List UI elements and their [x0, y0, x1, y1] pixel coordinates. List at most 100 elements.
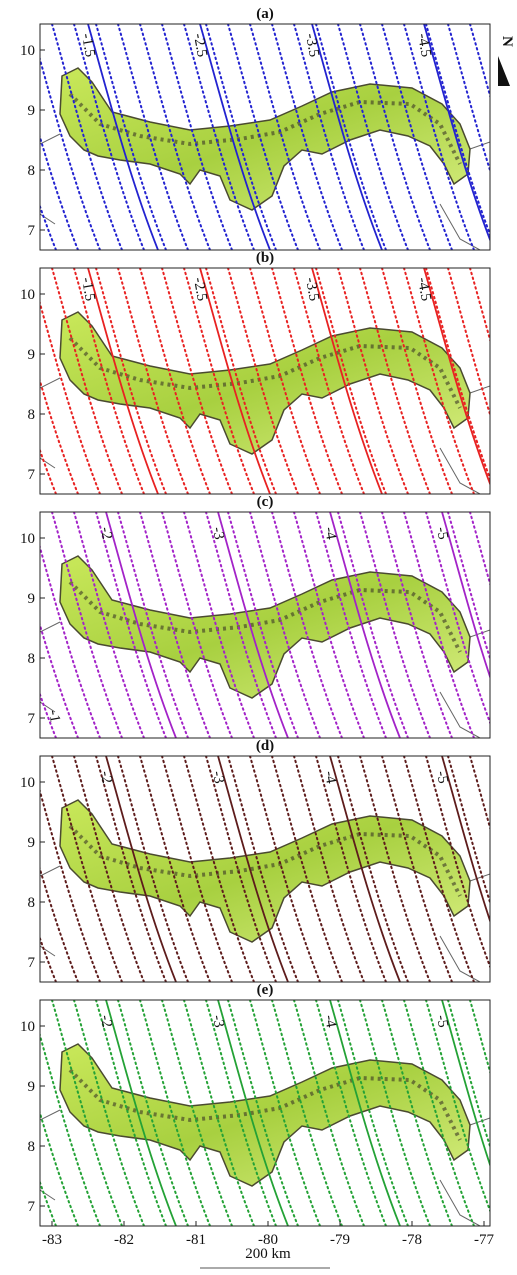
- contour-dotted: [381, 1000, 453, 1226]
- contour-dotted: [271, 512, 343, 738]
- map-content: [40, 756, 517, 982]
- panel-label: (d): [256, 738, 274, 754]
- contour-solid: [329, 512, 401, 738]
- y-tick-label: 8: [28, 163, 36, 179]
- contour-solid: [217, 1000, 289, 1226]
- y-tick-label: 10: [20, 287, 35, 303]
- contour-dotted: [293, 512, 365, 738]
- panel-label: (e): [257, 982, 274, 998]
- contour-solid: [423, 268, 490, 487]
- contour-dotted: [95, 268, 167, 494]
- contour-dotted: [40, 299, 101, 494]
- contour-dotted: [40, 865, 79, 982]
- map-frame: [39, 23, 491, 251]
- contour-dotted: [73, 24, 145, 250]
- contour-dotted: [95, 1000, 167, 1226]
- contour-dotted: [40, 447, 57, 494]
- contour-label: -3: [209, 526, 227, 541]
- contour-dotted: [51, 756, 123, 982]
- contour-dotted: [183, 24, 255, 250]
- contour-solid: [423, 24, 490, 243]
- coastline: [40, 1109, 490, 1226]
- contour-dotted: [359, 1000, 431, 1226]
- panel-label: (b): [256, 250, 274, 266]
- contour-dotted: [381, 512, 453, 738]
- map-panel: (c) -2 -3 -4 -5 -1 10 9 8 7: [20, 494, 491, 739]
- contour-dotted: [139, 24, 211, 250]
- contour-dotted: [95, 24, 167, 250]
- contour-dotted: [51, 268, 123, 494]
- contour-dotted: [40, 1179, 57, 1226]
- contour-dotted: [469, 24, 490, 100]
- map-content: [40, 268, 490, 494]
- contour-dotted: [205, 1000, 277, 1226]
- contour-dotted: [249, 24, 321, 250]
- y-tick-label: 10: [20, 1019, 35, 1035]
- contour-label: -2: [97, 770, 115, 785]
- map-frame: [39, 511, 491, 739]
- contour-dotted: [337, 756, 409, 982]
- y-tick-label: 7: [28, 955, 36, 971]
- contour-dotted: [315, 1000, 387, 1226]
- contour-dotted: [40, 377, 79, 494]
- north-symbol: [498, 56, 510, 86]
- y-tick-label: 9: [28, 835, 36, 851]
- contour-dotted: [227, 512, 299, 738]
- contour-dotted: [492, 24, 517, 250]
- contour-dotted: [403, 24, 475, 250]
- contour-label: -2.5: [190, 276, 210, 302]
- contour-dotted: [492, 756, 517, 982]
- contour-dotted: [249, 512, 321, 738]
- contour-dotted: [40, 1031, 101, 1226]
- contour-label: -5: [433, 526, 451, 541]
- contour-dotted: [315, 756, 387, 982]
- y-tick-label: 7: [28, 711, 36, 727]
- contour-label: -2: [97, 526, 115, 541]
- contour-solid: [199, 24, 271, 250]
- contour-dotted: [337, 1000, 409, 1226]
- contour-label: -3: [209, 1014, 227, 1029]
- contour-dotted: [227, 268, 299, 494]
- x-tick-label: -79: [330, 1232, 350, 1248]
- contour-dotted: [73, 268, 145, 494]
- contour-solid: [329, 1000, 401, 1226]
- contour-dotted: [40, 935, 57, 982]
- contour-dotted: [492, 1000, 517, 1226]
- contour-label: -2: [97, 1014, 115, 1029]
- contour-dotted: [447, 268, 490, 418]
- contour-solid: [87, 268, 159, 494]
- contour-dotted: [227, 1000, 299, 1226]
- contour-dotted: [51, 512, 123, 738]
- contour-dotted: [183, 268, 255, 494]
- contour-dotted: [381, 24, 453, 250]
- contour-dotted: [469, 1000, 490, 1076]
- y-tick-label: 9: [28, 591, 36, 607]
- x-tick-label: -77: [474, 1232, 494, 1248]
- north-label: N: [499, 36, 515, 47]
- y-tick-label: 8: [28, 407, 36, 423]
- contour-dotted: [271, 756, 343, 982]
- contour-solid: [217, 756, 289, 982]
- contour-solid: [217, 512, 289, 738]
- contour-dotted: [271, 24, 343, 250]
- contour-dotted: [293, 24, 365, 250]
- contour-dotted: [139, 756, 211, 982]
- contour-dotted: [447, 756, 490, 906]
- contour-dotted: [51, 1000, 123, 1226]
- y-tick-label: 10: [20, 531, 35, 547]
- x-tick-label: -83: [42, 1232, 62, 1248]
- contour-dotted: [205, 512, 277, 738]
- y-tick-label: 9: [28, 103, 36, 119]
- contour-dotted: [139, 1000, 211, 1226]
- contour-label: -3: [209, 770, 227, 785]
- contour-dotted: [403, 1000, 475, 1226]
- coastline: [40, 133, 490, 250]
- contour-dotted: [40, 787, 101, 982]
- x-tick-label: -78: [402, 1232, 422, 1248]
- contour-dotted: [425, 1000, 490, 1214]
- contour-dotted: [469, 756, 490, 832]
- map-frame: [39, 267, 491, 495]
- y-tick-label: 9: [28, 1079, 36, 1095]
- contour-dotted: [403, 756, 475, 982]
- contour-label: -1.5: [78, 32, 98, 58]
